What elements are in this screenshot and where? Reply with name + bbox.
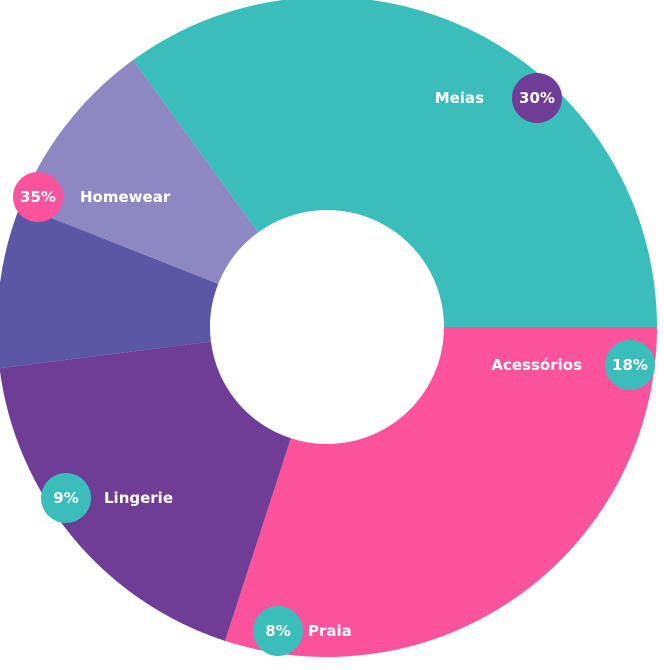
percent-label-praia: 8%	[265, 622, 290, 640]
percent-badge-homewear: 35%	[13, 172, 63, 222]
category-label-praia: Praia	[308, 622, 352, 640]
percent-badge-lingerie: 9%	[41, 473, 91, 523]
category-label-homewear: Homewear	[80, 188, 171, 206]
percent-label-acessrios: 18%	[612, 356, 648, 374]
percent-label-lingerie: 9%	[53, 489, 78, 507]
percent-label-meias: 30%	[519, 89, 555, 107]
percent-badge-circle	[13, 172, 63, 222]
percent-badge-meias: 30%	[512, 73, 562, 123]
slice-acessrios[interactable]	[0, 341, 291, 641]
percent-badge-circle	[605, 340, 655, 390]
percent-badge-circle	[41, 473, 91, 523]
slice-meias[interactable]	[225, 327, 657, 657]
slice-praia[interactable]	[0, 205, 219, 369]
percent-badge-circle	[512, 73, 562, 123]
category-label-lingerie: Lingerie	[104, 489, 173, 507]
percent-badge-praia: 8%	[253, 606, 303, 656]
category-label-acessrios: Acessórios	[491, 356, 582, 374]
percent-label-homewear: 35%	[20, 188, 56, 206]
slice-lingerie[interactable]	[20, 60, 259, 284]
percent-badge-circle	[253, 606, 303, 656]
percent-badge-acessrios: 18%	[605, 340, 655, 390]
category-label-meias: Meias	[435, 89, 484, 107]
